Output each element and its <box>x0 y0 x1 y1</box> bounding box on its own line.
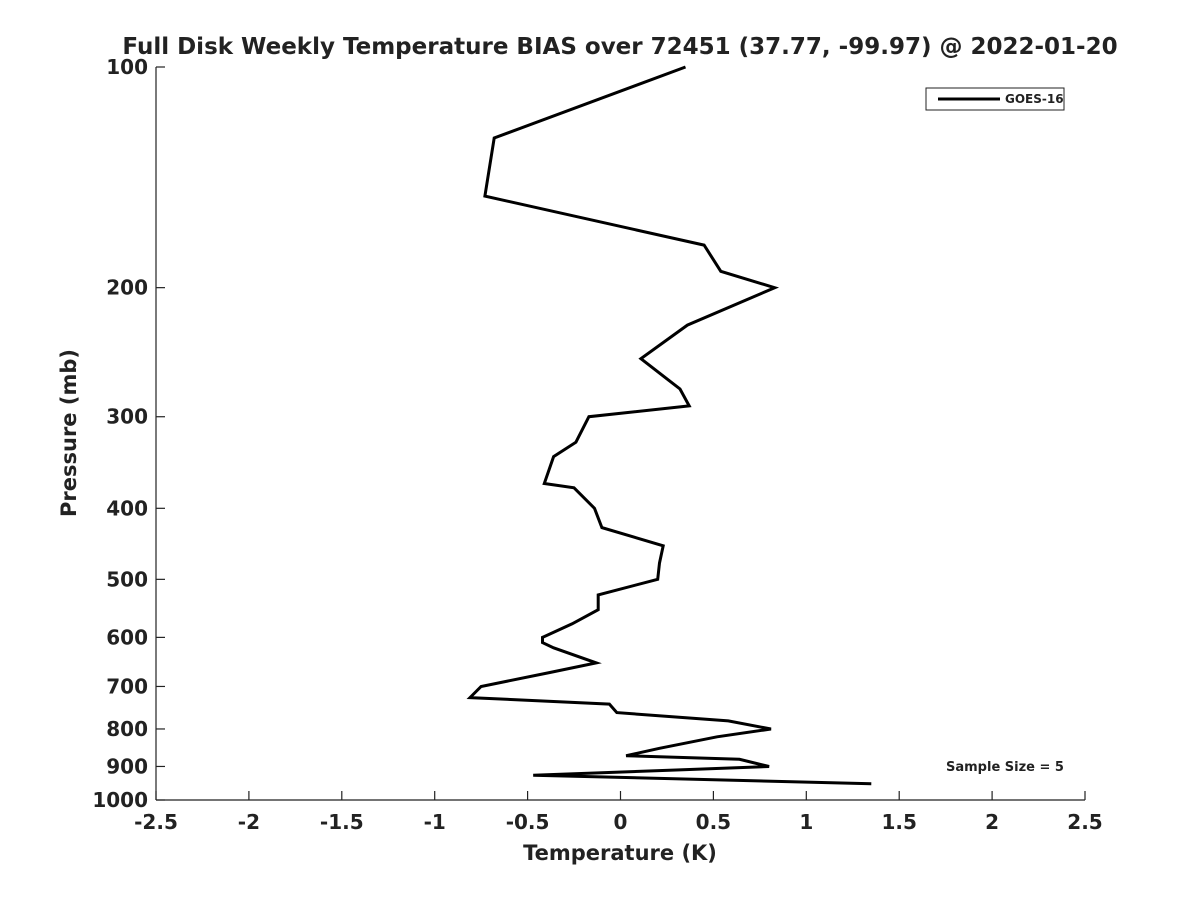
axes-frame <box>155 67 1085 801</box>
x-tick-label: -2.5 <box>134 810 178 834</box>
x-tick-label: -2 <box>238 810 260 834</box>
legend-label-goes-16: GOES-16 <box>1005 92 1064 106</box>
x-tick-label: -1.5 <box>320 810 364 834</box>
x-axis-ticks: -2.5 -2 -1.5 -1 -0.5 0 0.5 1 1.5 2 2.5 <box>134 791 1103 834</box>
series-layer <box>466 65 872 786</box>
y-tick-label: 300 <box>106 405 148 429</box>
x-tick-label: 2 <box>985 810 999 834</box>
y-tick-label: 200 <box>106 276 148 300</box>
legend: GOES-16 <box>925 87 1065 111</box>
y-tick-label: 600 <box>106 625 148 649</box>
chart-title: Full Disk Weekly Temperature BIAS over 7… <box>122 34 1117 60</box>
y-tick-label: 400 <box>106 496 148 520</box>
y-tick-label: 900 <box>106 754 148 778</box>
x-tick-label: 1 <box>799 810 813 834</box>
y-tick-label: 700 <box>106 674 148 698</box>
y-tick-label: 1000 <box>92 788 148 812</box>
y-tick-label: 500 <box>106 567 148 591</box>
x-tick-label: -0.5 <box>506 810 550 834</box>
y-tick-label: 100 <box>106 55 148 79</box>
x-tick-label: 0 <box>614 810 628 834</box>
series-line-goes-16 <box>466 65 872 786</box>
x-tick-label: 0.5 <box>696 810 731 834</box>
x-tick-label: -1 <box>424 810 446 834</box>
y-axis-label: Pressure (mb) <box>57 349 81 517</box>
y-tick-label: 800 <box>106 717 148 741</box>
x-tick-label: 1.5 <box>881 810 916 834</box>
y-axis-ticks: 100 200 300 400 500 600 700 800 900 1000 <box>92 55 165 812</box>
sample-size-annotation: Sample Size = 5 <box>946 760 1064 775</box>
x-tick-label: 2.5 <box>1067 810 1102 834</box>
x-axis-label: Temperature (K) <box>523 841 717 865</box>
